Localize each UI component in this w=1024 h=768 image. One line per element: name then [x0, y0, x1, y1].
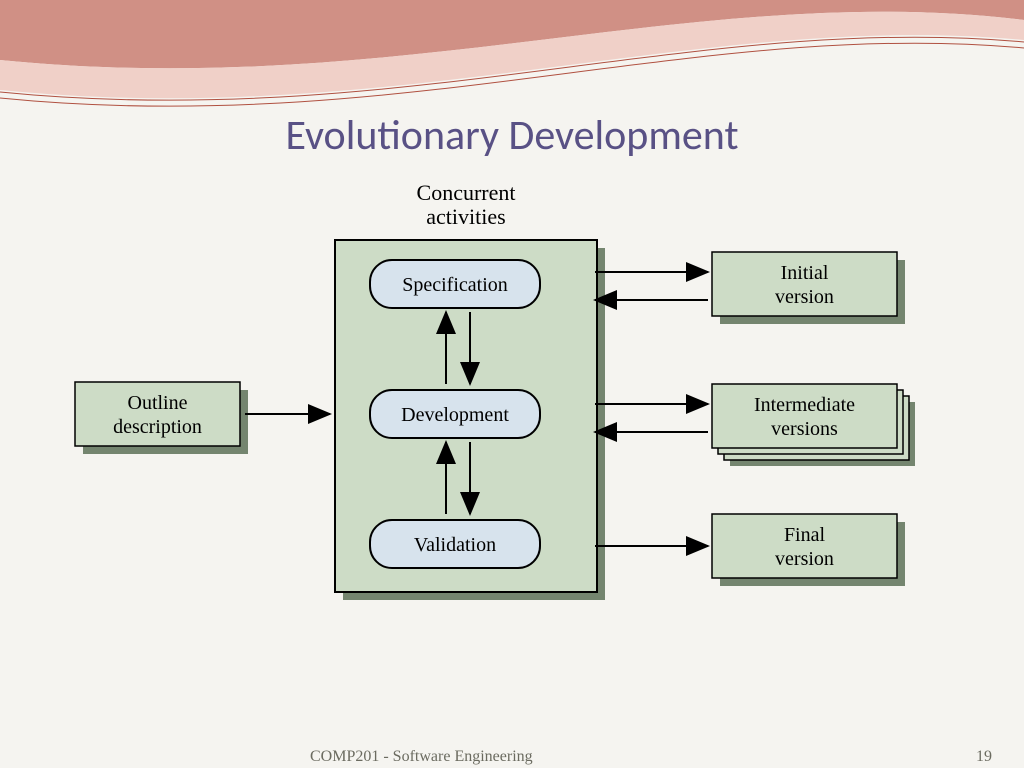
footer-course: COMP201 - Software Engineering: [310, 748, 533, 766]
svg-text:Development: Development: [401, 404, 509, 426]
svg-text:Outline: Outline: [128, 392, 188, 414]
svg-text:Initial: Initial: [781, 262, 829, 284]
svg-text:versions: versions: [771, 418, 838, 440]
svg-text:version: version: [775, 548, 834, 570]
svg-text:Concurrent: Concurrent: [417, 180, 516, 205]
svg-text:version: version: [775, 286, 834, 308]
svg-text:Intermediate: Intermediate: [754, 394, 855, 416]
svg-text:Final: Final: [784, 524, 826, 546]
svg-text:Specification: Specification: [402, 274, 508, 296]
svg-text:description: description: [113, 416, 202, 438]
svg-text:activities: activities: [426, 204, 505, 229]
footer-page: 19: [976, 748, 992, 766]
svg-text:Validation: Validation: [414, 534, 496, 556]
